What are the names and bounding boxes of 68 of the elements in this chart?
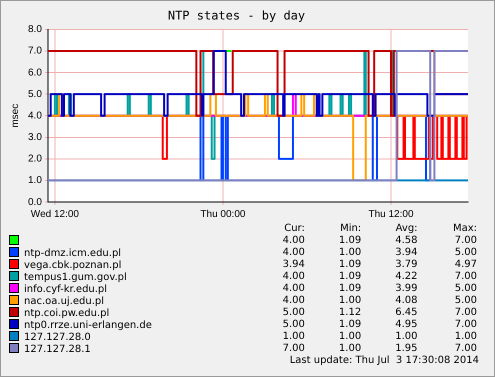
text: 1.00: [394, 330, 419, 343]
text: 1.00: [338, 330, 362, 343]
y-tick-label: 0.0: [28, 196, 42, 208]
text: 4.58: [394, 234, 419, 247]
text: Cur:: [283, 223, 306, 235]
text: 1.09: [338, 234, 362, 247]
y-tick-label: 6.0: [28, 67, 42, 78]
y-tick-label: 4.0: [28, 110, 42, 122]
text: 7.00: [454, 342, 478, 355]
y-tick-label: 8.0: [28, 24, 42, 36]
y-tick-label: 5.0: [28, 88, 42, 100]
text: 1.09: [338, 270, 362, 283]
text: 5.00: [454, 282, 478, 295]
chart-title: NTP states - by day: [168, 8, 306, 22]
text: 3.94: [282, 258, 306, 271]
legend-label: 127.127.28.1: [24, 344, 91, 355]
text: 4.00: [282, 282, 306, 295]
y-tick-label: 3.0: [28, 132, 42, 144]
legend-label: vega.cbk.poznan.pl: [24, 260, 122, 271]
y-tick-label: 2.0: [28, 154, 42, 165]
y-axis-title: msec: [10, 104, 21, 128]
text: 1.09: [338, 318, 362, 331]
text: Last update: Thu Jul 3 17:30:08 2014: [288, 354, 480, 366]
text: 5.00: [454, 294, 478, 307]
text: 6.45: [394, 306, 419, 319]
text: 5.00: [454, 246, 478, 259]
text: 3.79: [394, 258, 419, 271]
text: 7.00: [282, 342, 306, 355]
legend-label: tempus1.gum.gov.pl: [24, 272, 127, 283]
x-tick-label: Thu 00:00: [200, 208, 246, 220]
text: 1.09: [338, 282, 362, 295]
text: 4.97: [454, 258, 478, 271]
text: 5.00: [282, 318, 306, 331]
legend-label: info.cyf-kr.edu.pl: [24, 284, 108, 295]
legend-label: ntp0.rrze.uni-erlangen.de: [24, 320, 152, 331]
text: 1.00: [282, 330, 306, 343]
legend-label: ntp.coi.pw.edu.pl: [24, 308, 110, 319]
text: 1.00: [338, 246, 362, 259]
text: Avg:: [394, 223, 419, 235]
text: 1.00: [454, 330, 478, 343]
text: 1.09: [338, 258, 362, 271]
text: 7.00: [454, 234, 478, 247]
legend-label: 127.127.28.0: [24, 332, 91, 343]
text: Min:: [339, 223, 362, 235]
text: Max:: [452, 223, 478, 235]
text: 3.99: [394, 282, 419, 295]
text: 5.00: [282, 306, 306, 319]
text: 1.00: [338, 342, 362, 355]
text: 4.00: [282, 234, 306, 247]
text: 4.08: [394, 294, 419, 307]
text: 1.95: [394, 342, 419, 355]
y-tick-label: 7.0: [28, 46, 42, 57]
text: 1.12: [338, 306, 362, 319]
text: 7.00: [454, 306, 478, 319]
x-tick-label: Wed 12:00: [30, 208, 80, 220]
text: 4.95: [394, 318, 419, 331]
y-tick-label: 1.0: [28, 175, 42, 186]
legend-label: ntp-dmz.icm.edu.pl: [24, 248, 122, 259]
text: 4.00: [282, 270, 306, 283]
text: 4.00: [282, 246, 306, 259]
x-tick-label: Thu 12:00: [368, 208, 414, 220]
legend-label: nac.oa.uj.edu.pl: [24, 296, 104, 307]
text: 4.00: [282, 294, 306, 307]
text: 7.00: [454, 270, 478, 283]
text: 1.00: [338, 294, 362, 307]
text: 3.94: [394, 246, 419, 259]
text: 4.22: [394, 270, 419, 283]
text: 7.00: [454, 318, 478, 331]
